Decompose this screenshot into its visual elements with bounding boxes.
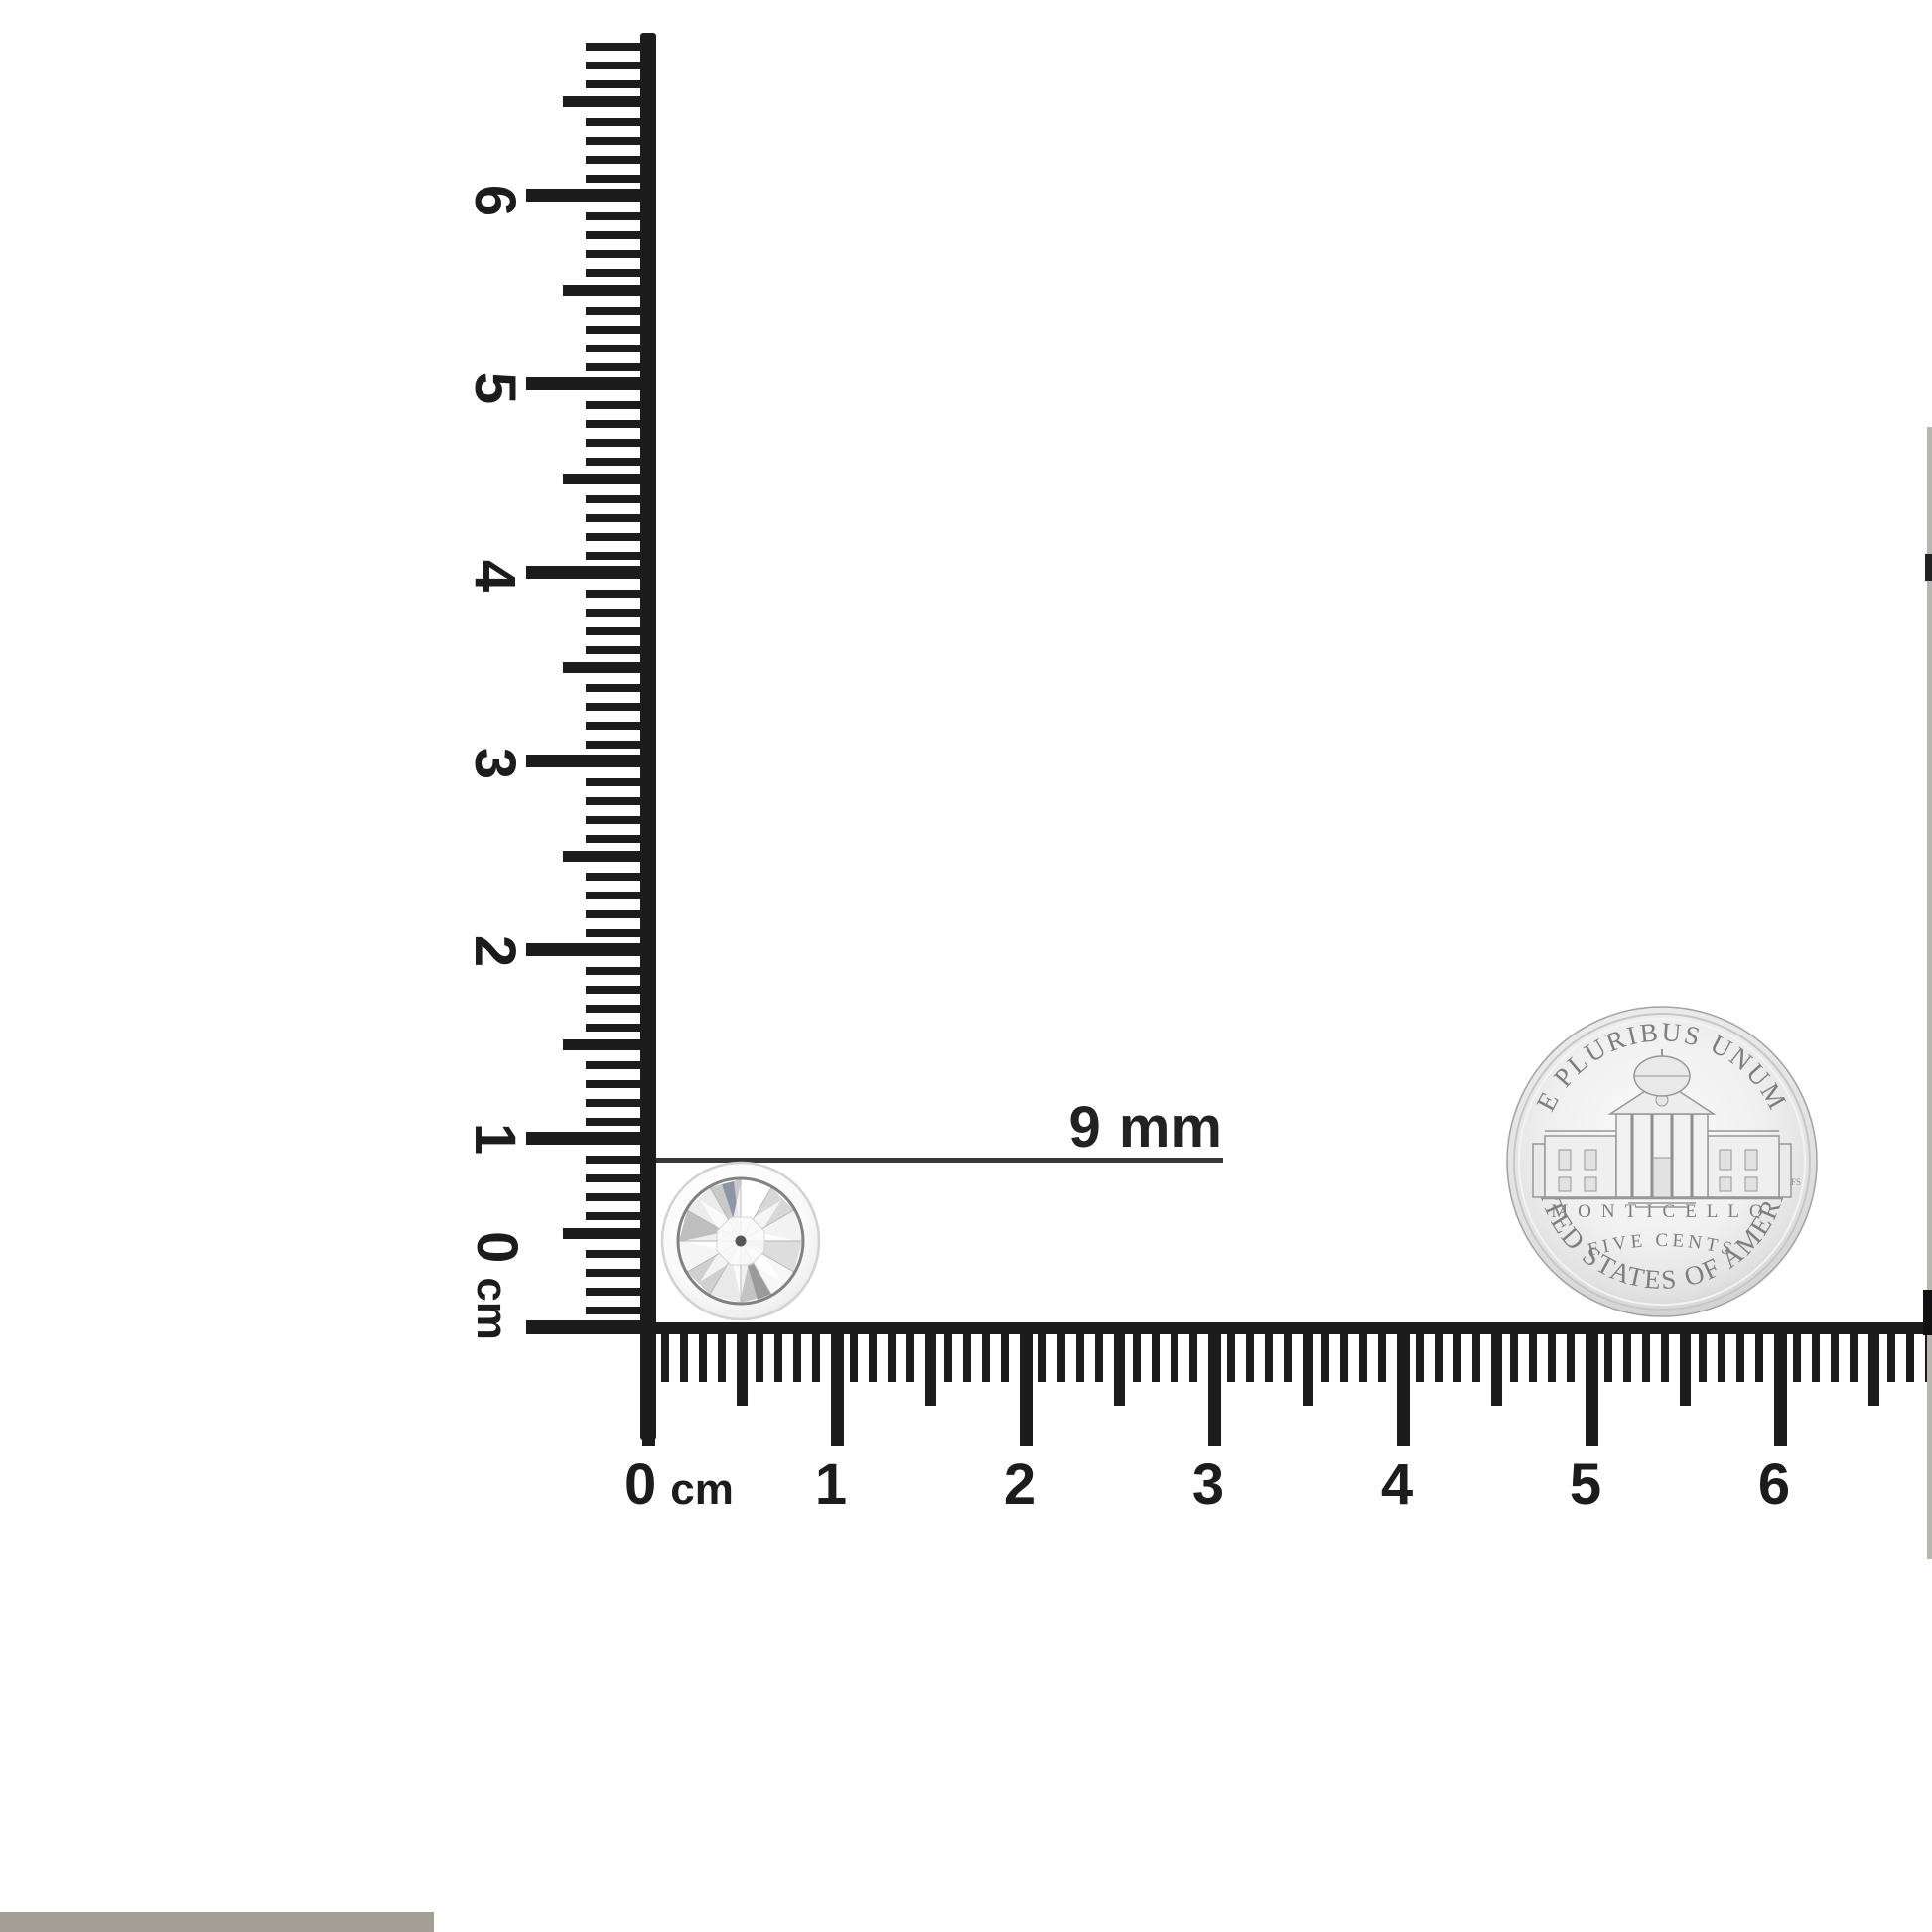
horizontal-ruler-bar xyxy=(526,1322,1932,1334)
right-edge-strip xyxy=(1927,427,1932,1559)
monticello-building xyxy=(1532,1049,1792,1208)
horizontal-ruler-zero-number: 0 xyxy=(624,1452,657,1517)
vertical-ruler-label-5: 5 xyxy=(463,371,527,405)
bottom-left-gray-bar xyxy=(0,1912,434,1932)
horizontal-ruler-label-5: 5 xyxy=(1569,1452,1602,1517)
vertical-ruler-label-4: 4 xyxy=(463,559,527,593)
vertical-ruler-zero-number: 0 xyxy=(465,1231,529,1264)
vertical-ruler-cm-ticks xyxy=(526,40,640,1333)
vertical-ruler-zero-label: 0 cm xyxy=(465,1216,529,1355)
horizontal-ruler-ticks xyxy=(642,1334,1932,1449)
measurement-line xyxy=(656,1158,1223,1163)
vertical-ruler-bar xyxy=(640,33,656,1440)
horizontal-ruler-cm-ticks xyxy=(642,1334,1932,1446)
culet xyxy=(735,1235,747,1247)
horizontal-ruler-label-2: 2 xyxy=(1003,1452,1036,1517)
diamond-stud-earring xyxy=(660,1161,821,1321)
nickel-coin: E PLURIBUS UNUM UNITED STATES OF AMERICA… xyxy=(1503,1003,1818,1317)
vertical-ruler-label-3: 3 xyxy=(463,747,527,780)
coin-designer-initials: FS xyxy=(1791,1177,1801,1187)
diamond-facets xyxy=(679,1179,802,1303)
right-edge-mark-upper xyxy=(1925,554,1932,581)
horizontal-ruler-zero-label: 0 cm xyxy=(624,1451,734,1518)
horizontal-ruler-label-3: 3 xyxy=(1191,1452,1225,1517)
vertical-ruler-label-1: 1 xyxy=(463,1122,527,1156)
bezel-rim xyxy=(676,1176,805,1306)
measurement-label: 9 mm xyxy=(1068,1095,1223,1160)
horizontal-ruler-label-4: 4 xyxy=(1380,1452,1414,1517)
horizontal-ruler-label-6: 6 xyxy=(1757,1452,1791,1517)
vertical-ruler-label-2: 2 xyxy=(463,934,527,968)
coin-rim xyxy=(1513,1013,1811,1311)
vertical-ruler-ticks xyxy=(526,40,640,1333)
coin-building-label: MONTICELLO xyxy=(1551,1201,1772,1222)
vertical-ruler-unit: cm xyxy=(468,1277,516,1340)
vertical-ruler-label-6: 6 xyxy=(463,184,527,217)
horizontal-ruler-label-1: 1 xyxy=(814,1452,848,1517)
right-edge-mark-lower xyxy=(1923,1290,1932,1335)
horizontal-ruler-unit: cm xyxy=(670,1465,734,1514)
